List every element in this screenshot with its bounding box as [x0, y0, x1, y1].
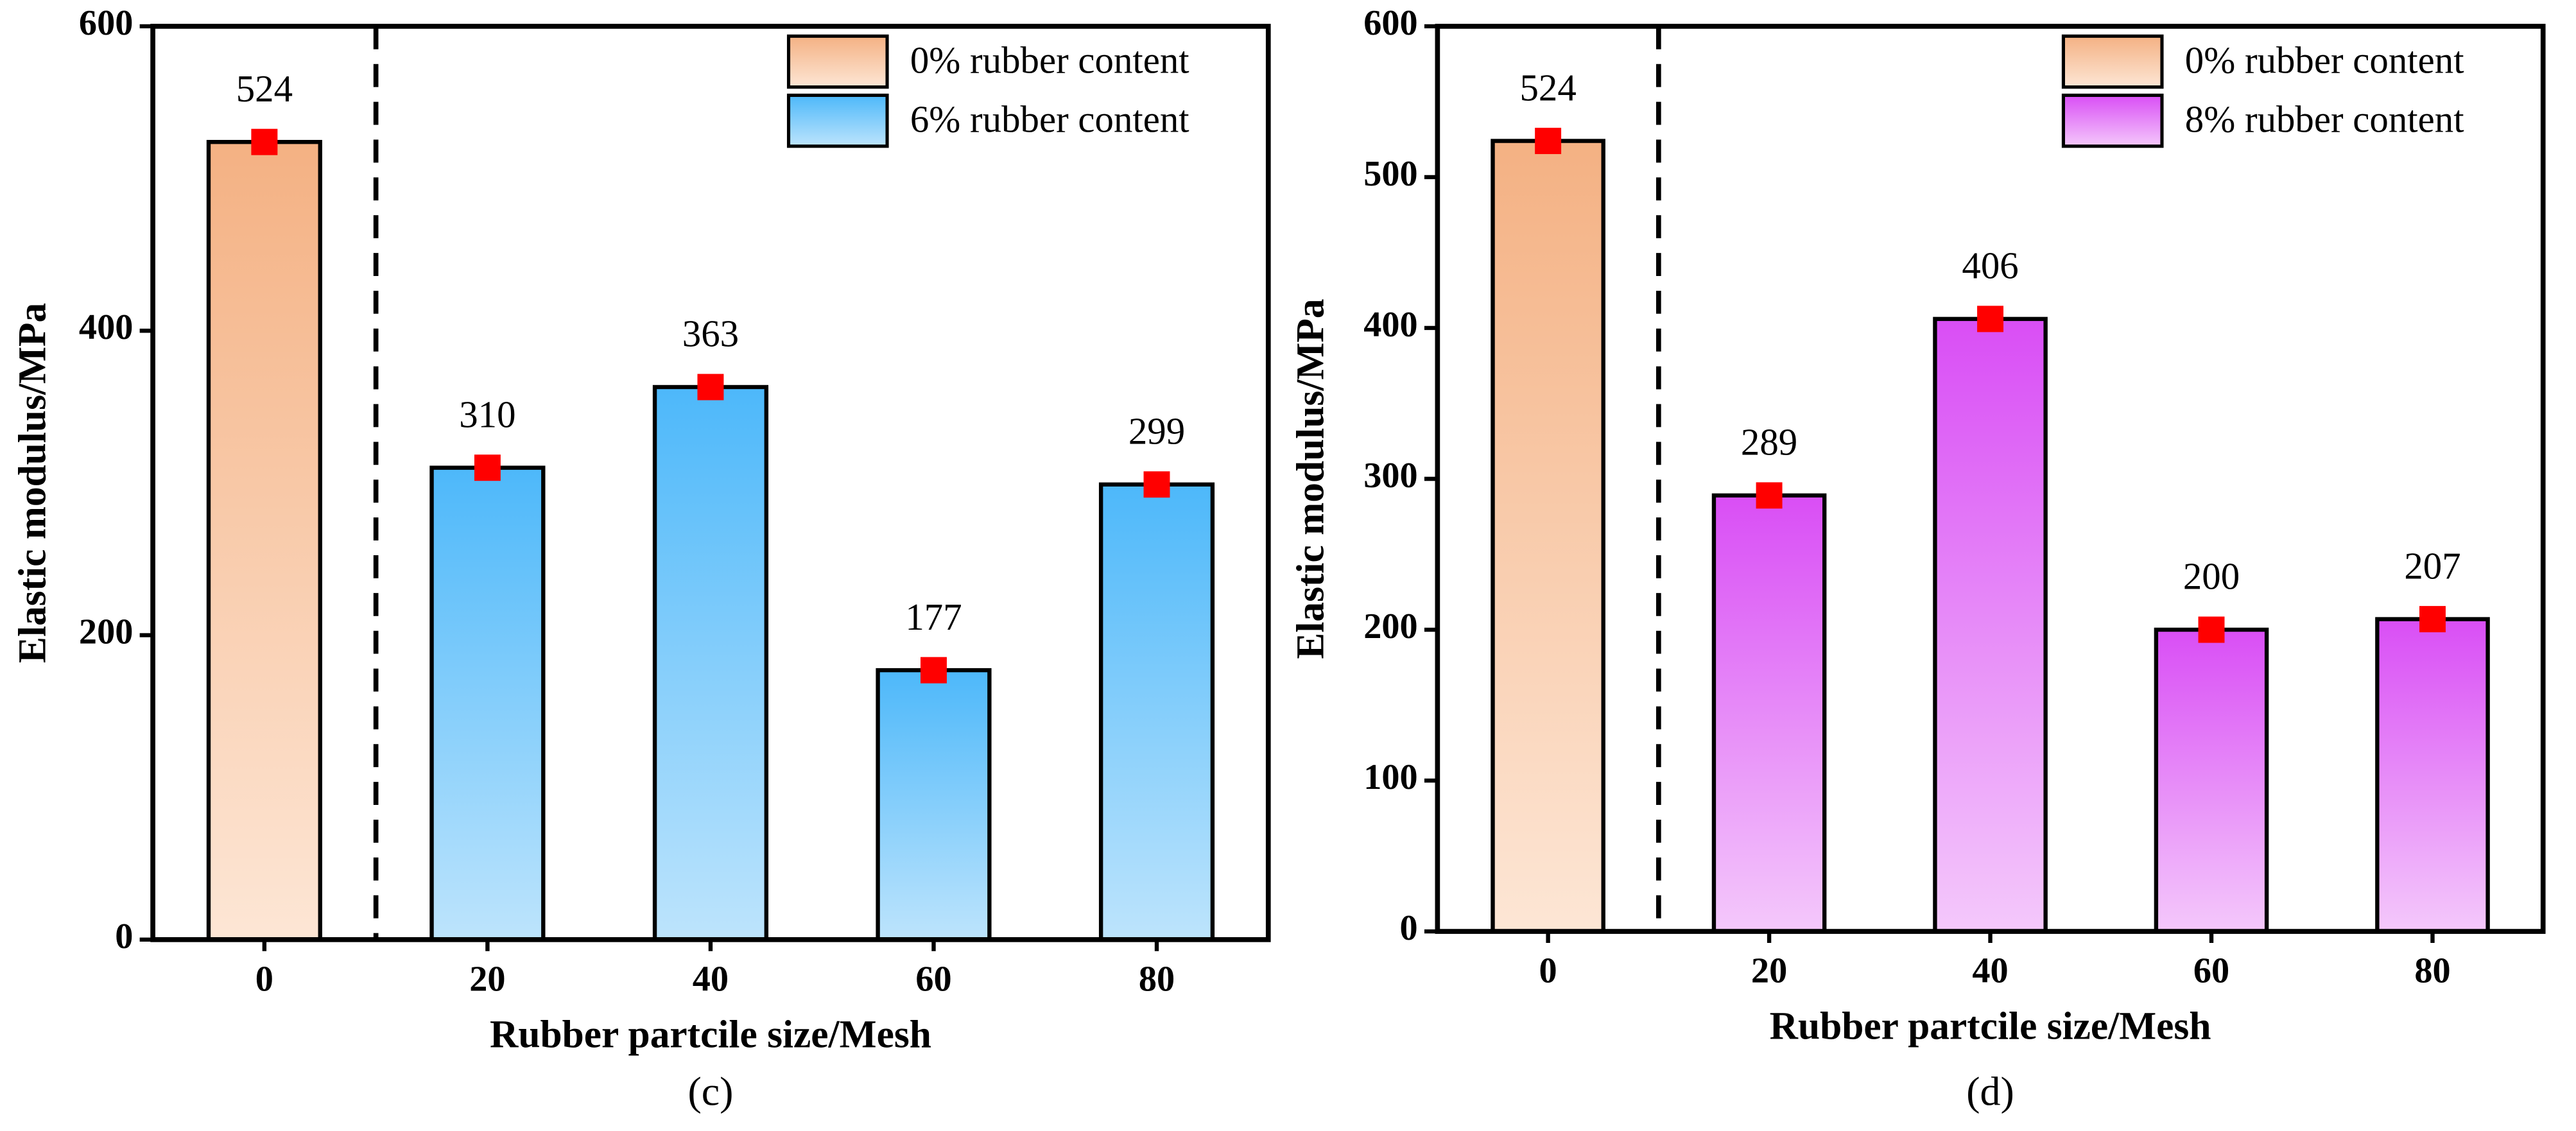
- bar: [652, 384, 769, 942]
- legend-label: 8% rubber content: [2185, 98, 2464, 140]
- legend-swatch: [786, 34, 889, 89]
- caption: (d): [1966, 1069, 2014, 1114]
- point-marker: [921, 657, 947, 684]
- data-label: 200: [2183, 556, 2240, 598]
- caption: (c): [687, 1069, 733, 1114]
- data-label: 310: [459, 393, 515, 435]
- y-tick-label: 200: [1363, 607, 1417, 646]
- data-label: 299: [1128, 411, 1185, 453]
- plot-frame: [150, 24, 1271, 942]
- y-tick-label: 600: [1363, 3, 1417, 43]
- point-marker: [697, 374, 724, 401]
- legend-label: 0% rubber content: [910, 39, 1189, 81]
- point-marker: [251, 128, 278, 155]
- data-label: 524: [236, 68, 293, 110]
- bar: [876, 668, 992, 942]
- legend-label: 0% rubber content: [2185, 39, 2464, 81]
- y-tick-label: 500: [1363, 154, 1417, 194]
- bar: [2154, 627, 2269, 934]
- x-tick-label: 60: [2193, 951, 2229, 991]
- y-tick-label: 0: [115, 917, 133, 956]
- y-tick-label: 0: [1400, 908, 1418, 948]
- bar: [206, 139, 322, 942]
- x-axis-label: Rubber partcile size/Mesh: [490, 1012, 931, 1056]
- data-label: 177: [905, 596, 962, 638]
- point-marker: [2419, 606, 2446, 633]
- x-axis-label: Rubber partcile size/Mesh: [1770, 1005, 2211, 1048]
- bar: [1711, 493, 1827, 934]
- legend-swatch: [2061, 93, 2164, 148]
- plot-frame: [1435, 24, 2546, 934]
- x-tick-label: 0: [1539, 951, 1557, 991]
- legend-label: 6% rubber content: [910, 98, 1189, 140]
- y-axis-label: Elastic modulus/MPa: [10, 303, 54, 663]
- x-tick-label: 40: [693, 959, 729, 999]
- bar: [2375, 617, 2490, 934]
- y-tick-label: 100: [1363, 757, 1417, 797]
- data-label: 406: [1962, 245, 2018, 287]
- y-tick-label: 400: [79, 307, 133, 347]
- legend-swatch: [2061, 34, 2164, 89]
- point-marker: [1756, 482, 1783, 509]
- bar: [429, 465, 546, 942]
- point-marker: [2198, 616, 2225, 643]
- x-tick-label: 0: [255, 959, 273, 999]
- data-label: 207: [2404, 545, 2460, 587]
- point-marker: [474, 454, 501, 481]
- data-label: 363: [682, 313, 739, 355]
- x-tick-label: 80: [1139, 959, 1175, 999]
- x-tick-label: 20: [469, 959, 505, 999]
- x-tick-label: 60: [915, 959, 951, 999]
- y-tick-label: 600: [79, 3, 133, 43]
- y-axis-label: Elastic modulus/MPa: [1289, 298, 1333, 659]
- legend-swatch: [786, 93, 889, 148]
- y-tick-label: 400: [1363, 305, 1417, 345]
- y-tick-label: 300: [1363, 456, 1417, 496]
- point-marker: [1143, 471, 1170, 498]
- x-tick-label: 20: [1751, 951, 1787, 991]
- x-tick-label: 40: [1972, 951, 2008, 991]
- data-label: 289: [1741, 422, 1797, 463]
- point-marker: [1535, 128, 1562, 155]
- bar: [1491, 139, 1605, 934]
- point-marker: [1977, 306, 2004, 332]
- bar: [1098, 482, 1215, 942]
- bar: [1933, 316, 2048, 934]
- data-label: 524: [1519, 67, 1576, 108]
- x-tick-label: 80: [2414, 951, 2450, 991]
- y-tick-label: 200: [79, 612, 133, 652]
